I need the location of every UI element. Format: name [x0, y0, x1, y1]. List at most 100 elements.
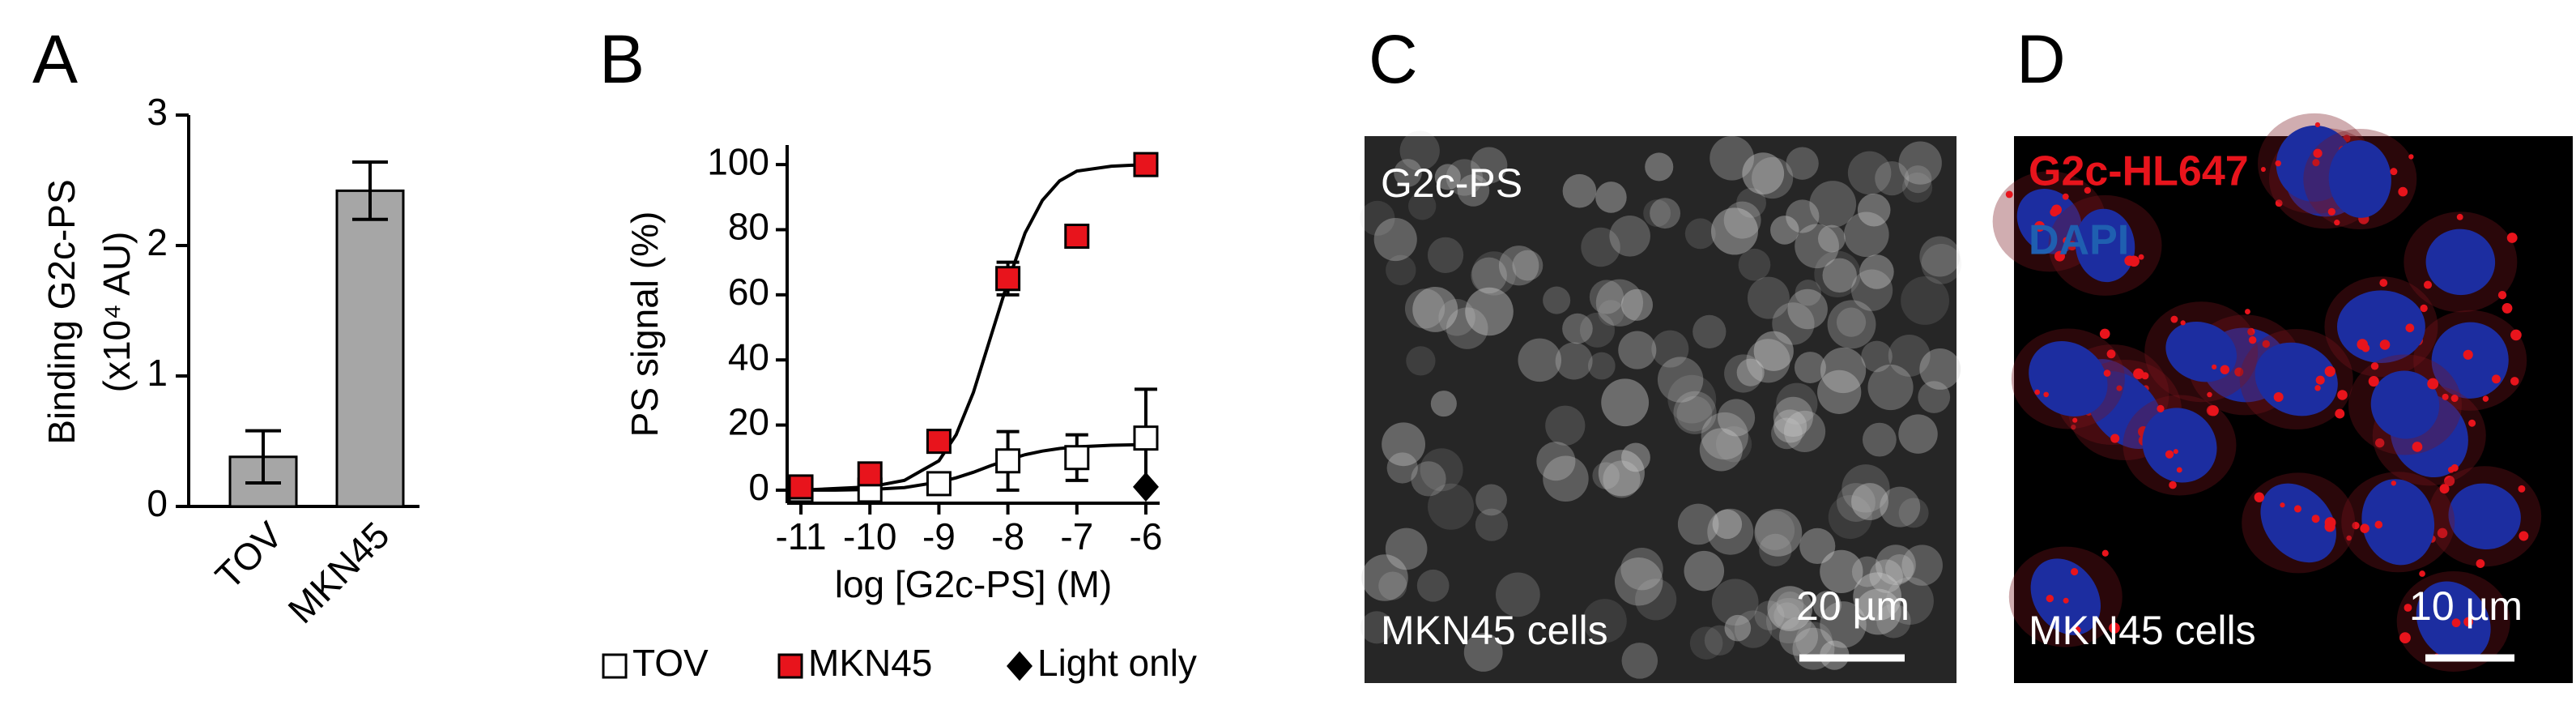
cell [1747, 276, 1790, 319]
red-dot [2324, 521, 2335, 532]
cell [1754, 600, 1785, 631]
red-dot [2327, 207, 2335, 216]
nucleus [2029, 341, 2108, 416]
cell [1783, 410, 1826, 453]
red-dot [2063, 597, 2069, 604]
cell [1710, 207, 1759, 255]
red-dot [2099, 328, 2110, 340]
cell [1853, 572, 1902, 621]
red-dot [2408, 154, 2414, 160]
cell [1843, 211, 1889, 258]
marker [1132, 472, 1159, 502]
cell [1755, 510, 1795, 550]
red-dot [2157, 404, 2165, 412]
cell [1795, 280, 1821, 306]
cell [1767, 586, 1813, 631]
cell [1598, 450, 1645, 497]
cell [1621, 643, 1658, 679]
red-dot [2352, 522, 2360, 530]
cell [1701, 412, 1748, 460]
cell [1773, 602, 1801, 630]
red-dot [2450, 395, 2459, 403]
marker [1064, 445, 1090, 471]
red-dot [2476, 559, 2485, 568]
red-dot [2379, 340, 2391, 350]
cell [1689, 626, 1723, 660]
cell [1904, 165, 1932, 194]
red-dot [2510, 377, 2519, 386]
image-caption: MKN45 cells [1381, 608, 1608, 653]
cell [1562, 173, 1597, 208]
red-dot [2084, 186, 2091, 194]
cell [1427, 237, 1464, 273]
image-label: G2c-PS [1381, 160, 1522, 206]
red-dot [2138, 254, 2144, 260]
cell [1386, 254, 1416, 286]
red-dot [2072, 417, 2078, 423]
cell [1677, 503, 1719, 545]
cell [1416, 569, 1450, 602]
red-dot [2273, 392, 2284, 403]
bar [335, 189, 405, 508]
red-dot [2169, 480, 2177, 489]
nucleus [2431, 322, 2509, 399]
cell [1770, 216, 1799, 245]
error-bar [352, 160, 388, 221]
cell [1598, 300, 1624, 327]
red-dot [2451, 618, 2461, 628]
red-dot [2262, 340, 2271, 348]
red-dot [2173, 449, 2178, 455]
red-dot [2101, 549, 2109, 557]
cell [1471, 257, 1507, 294]
cell [1859, 254, 1894, 289]
red-dot [2313, 148, 2323, 158]
y-tick-label: 2 [147, 221, 168, 263]
red-dot [2207, 391, 2212, 398]
cell [1704, 625, 1735, 656]
red-dot [2492, 374, 2501, 384]
x-tick-label: TOV [207, 514, 291, 597]
red-dot [2437, 527, 2448, 539]
red-dot [2510, 329, 2522, 341]
cell [1799, 527, 1836, 565]
cell [1886, 577, 1934, 626]
cell [1773, 409, 1807, 443]
red-dot [2005, 190, 2013, 199]
cell [1710, 135, 1754, 181]
cell [1699, 428, 1743, 472]
cell [1620, 288, 1654, 321]
cell [1898, 141, 1942, 185]
nucleus [2142, 408, 2217, 483]
marker [995, 448, 1021, 474]
cell [1471, 147, 1508, 184]
cell [1692, 314, 1727, 349]
cell [1817, 224, 1846, 253]
red-dot [2463, 617, 2474, 627]
cell [1385, 527, 1428, 570]
cell [1543, 455, 1589, 502]
red-dot [2046, 594, 2054, 603]
cell [1651, 330, 1689, 368]
cell [1787, 288, 1828, 330]
y-axis-label: PS signal (%) [624, 211, 666, 438]
cell [1822, 258, 1857, 293]
cell [1898, 414, 1938, 454]
red-dot [2116, 385, 2123, 391]
cell [1918, 381, 1951, 413]
red-dot [2463, 349, 2473, 360]
cell [1587, 352, 1616, 380]
y-axis-label: (x10⁴ AU) [96, 232, 138, 393]
marker [788, 474, 814, 500]
red-dot [2456, 213, 2463, 220]
cell [1773, 396, 1813, 438]
cell [1809, 181, 1857, 228]
red-dot [2357, 339, 2368, 350]
cell [1592, 462, 1620, 489]
red-dot [2208, 405, 2219, 416]
cell [1776, 592, 1804, 619]
red-dot [2468, 419, 2476, 427]
red-dot [2423, 280, 2433, 289]
red-dot [2063, 237, 2071, 245]
cell [1919, 236, 1961, 277]
cell [1820, 347, 1867, 394]
